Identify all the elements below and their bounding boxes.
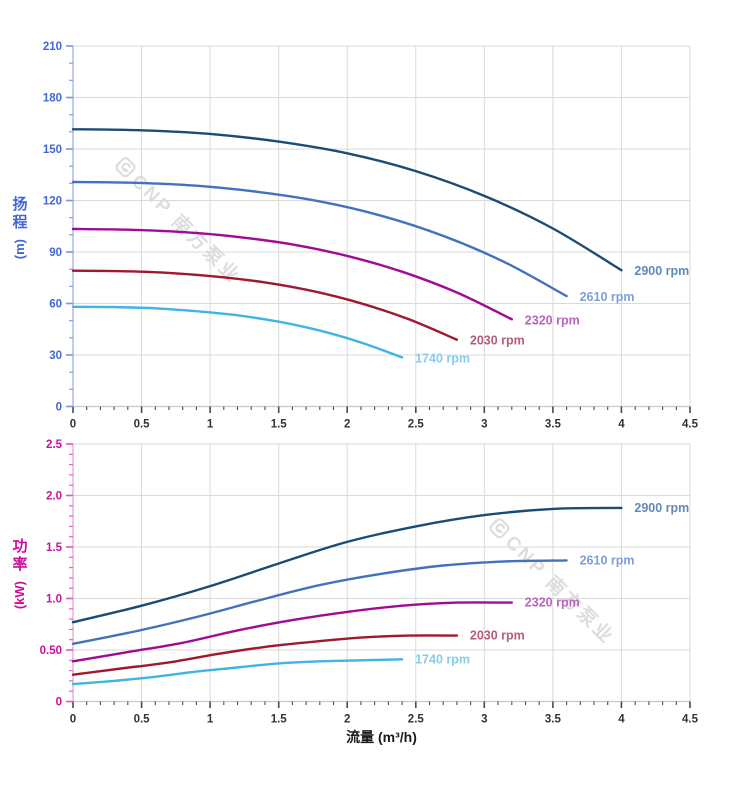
curve-label-2610rpm: 2610 rpm xyxy=(580,290,635,304)
x-tick-label: 3.5 xyxy=(545,419,562,431)
curve-2320rpm xyxy=(71,601,513,663)
curve-2030rpm xyxy=(71,634,459,676)
curve-label-2320rpm: 2320 rpm xyxy=(525,596,580,610)
curve-2900rpm xyxy=(71,128,623,272)
curve-2030rpm xyxy=(71,269,459,341)
x-tick-label: 0 xyxy=(70,419,76,431)
x-tick-label: 1.5 xyxy=(271,419,288,431)
x-tick-label: 2.5 xyxy=(408,419,425,431)
y-tick-label: 0 xyxy=(56,402,62,414)
y-tick-label: 120 xyxy=(43,196,62,208)
x-tick-label: 4 xyxy=(618,419,625,431)
curve-label-1740rpm: 1740 rpm xyxy=(415,351,470,365)
power-axis-unit: (kW) xyxy=(11,581,27,610)
y-tick-label: 2.0 xyxy=(46,491,62,503)
y-tick-label: 210 xyxy=(43,41,62,53)
x-tick-label: 2 xyxy=(344,419,350,431)
curve-label-2610rpm: 2610 rpm xyxy=(580,553,635,567)
y-tick-label: 0.50 xyxy=(40,645,62,657)
y-tick-label: 2.5 xyxy=(46,439,63,451)
curve-label-2030rpm: 2030 rpm xyxy=(470,334,525,348)
flow-axis-title: 流量 (m³/h) xyxy=(346,729,417,745)
x-tick-label: 4.5 xyxy=(682,714,699,726)
y-tick-label: 1.0 xyxy=(46,594,62,606)
curve-1740rpm xyxy=(71,658,404,686)
curve-label-2030rpm: 2030 rpm xyxy=(470,629,525,643)
curve-label-2900rpm: 2900 rpm xyxy=(634,264,689,278)
curve-label-2900rpm: 2900 rpm xyxy=(634,501,689,515)
x-tick-label: 3.5 xyxy=(545,714,562,726)
curve-2610rpm xyxy=(71,180,568,298)
head-axis-title-text: 扬程 xyxy=(10,196,28,232)
x-tick-label: 4.5 xyxy=(682,419,699,431)
curve-1740rpm xyxy=(71,305,404,359)
x-tick-label: 1.5 xyxy=(271,714,288,726)
curve-2610rpm xyxy=(71,559,568,645)
x-tick-label: 2 xyxy=(344,714,350,726)
power-axis-title: 功率 (kW) xyxy=(6,538,32,609)
y-tick-label: 180 xyxy=(43,93,62,105)
y-tick-label: 1.5 xyxy=(46,542,63,554)
x-tick-label: 0.5 xyxy=(134,714,151,726)
x-tick-label: 0 xyxy=(70,714,76,726)
y-tick-label: 90 xyxy=(49,247,62,259)
curve-2900rpm xyxy=(71,506,623,624)
x-tick-label: 3 xyxy=(481,419,487,431)
curve-2320rpm xyxy=(71,227,513,321)
x-tick-label: 2.5 xyxy=(408,714,425,726)
x-tick-label: 1 xyxy=(207,419,214,431)
x-tick-label: 4 xyxy=(618,714,625,726)
y-tick-label: 150 xyxy=(43,144,62,156)
curve-label-2320rpm: 2320 rpm xyxy=(525,313,580,327)
x-tick-label: 3 xyxy=(481,714,487,726)
head-axis-title: 扬程 (m) xyxy=(6,196,32,259)
x-tick-label: 0.5 xyxy=(134,419,151,431)
head-axis-unit: (m) xyxy=(11,239,27,260)
x-tick-label: 1 xyxy=(207,714,214,726)
curve-label-1740rpm: 1740 rpm xyxy=(415,652,470,666)
y-tick-label: 30 xyxy=(49,350,62,362)
power-axis-title-text: 功率 xyxy=(10,538,28,574)
y-tick-label: 0 xyxy=(56,697,62,709)
y-tick-label: 60 xyxy=(49,299,62,311)
